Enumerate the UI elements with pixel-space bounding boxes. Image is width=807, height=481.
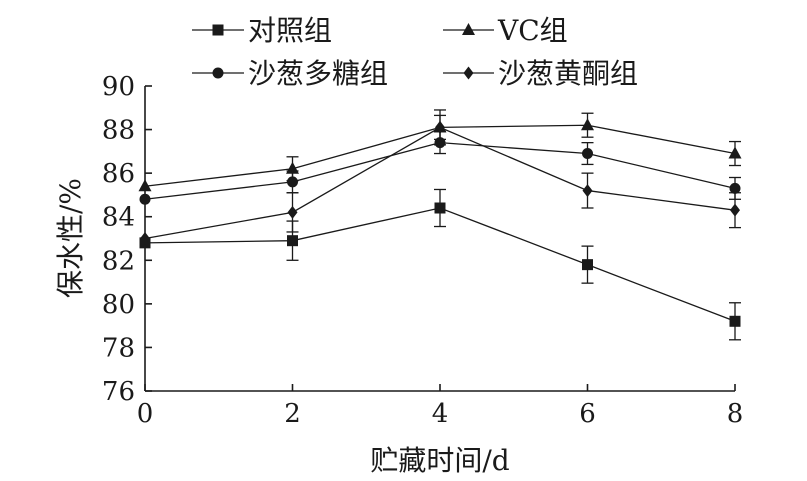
data-point [729,315,741,327]
x-tick-label: 4 [432,399,449,429]
y-tick-label: 76 [102,377,135,407]
legend-marker [462,23,475,35]
data-point [435,120,445,134]
legend-marker [212,24,224,36]
legend-label: 沙葱黄酮组 [498,57,638,90]
x-ticks: 0 2 4 6 8 [137,384,744,429]
data-point [287,176,298,188]
legend-item: VC组 [443,14,568,47]
data-point [140,232,150,245]
data-point [287,205,298,219]
data-point [582,184,593,198]
legend-marker [463,66,474,80]
x-tick-label: 2 [284,399,301,429]
y-ticks: 76 78 80 82 84 86 88 90 [102,72,152,407]
y-tick-label: 82 [102,246,135,276]
x-axis-label: 贮藏时间/d [370,444,509,477]
x-tick-label: 6 [579,399,596,429]
series-group [138,109,742,341]
legend-item: 沙葱黄酮组 [443,57,638,90]
data-point [138,179,152,192]
y-tick-label: 78 [102,333,135,363]
legend-label: 沙葱多糖组 [248,57,388,90]
y-tick-label: 88 [102,116,135,146]
series-4 [140,109,741,245]
data-point [139,193,151,205]
legend-label: VC组 [497,14,568,47]
legend-item: 对照组 [192,14,332,47]
series-1 [139,188,741,341]
data-point [581,118,594,131]
legend-label: 对照组 [248,14,332,47]
y-tick-label: 86 [102,159,135,189]
y-axis-label: 保水性/% [54,178,87,298]
x-tick-label: 0 [137,399,154,429]
data-point [582,148,593,160]
data-point [730,203,740,217]
y-tick-label: 90 [102,72,135,102]
data-point [729,182,741,194]
legend-marker [212,67,224,79]
data-point [434,202,446,214]
data-point [287,235,298,247]
legend-item: 沙葱多糖组 [192,57,388,90]
x-tick-label: 8 [727,399,744,429]
data-point [582,259,593,271]
data-point [728,146,742,159]
y-tick-label: 84 [102,203,135,233]
y-tick-label: 80 [102,290,135,320]
